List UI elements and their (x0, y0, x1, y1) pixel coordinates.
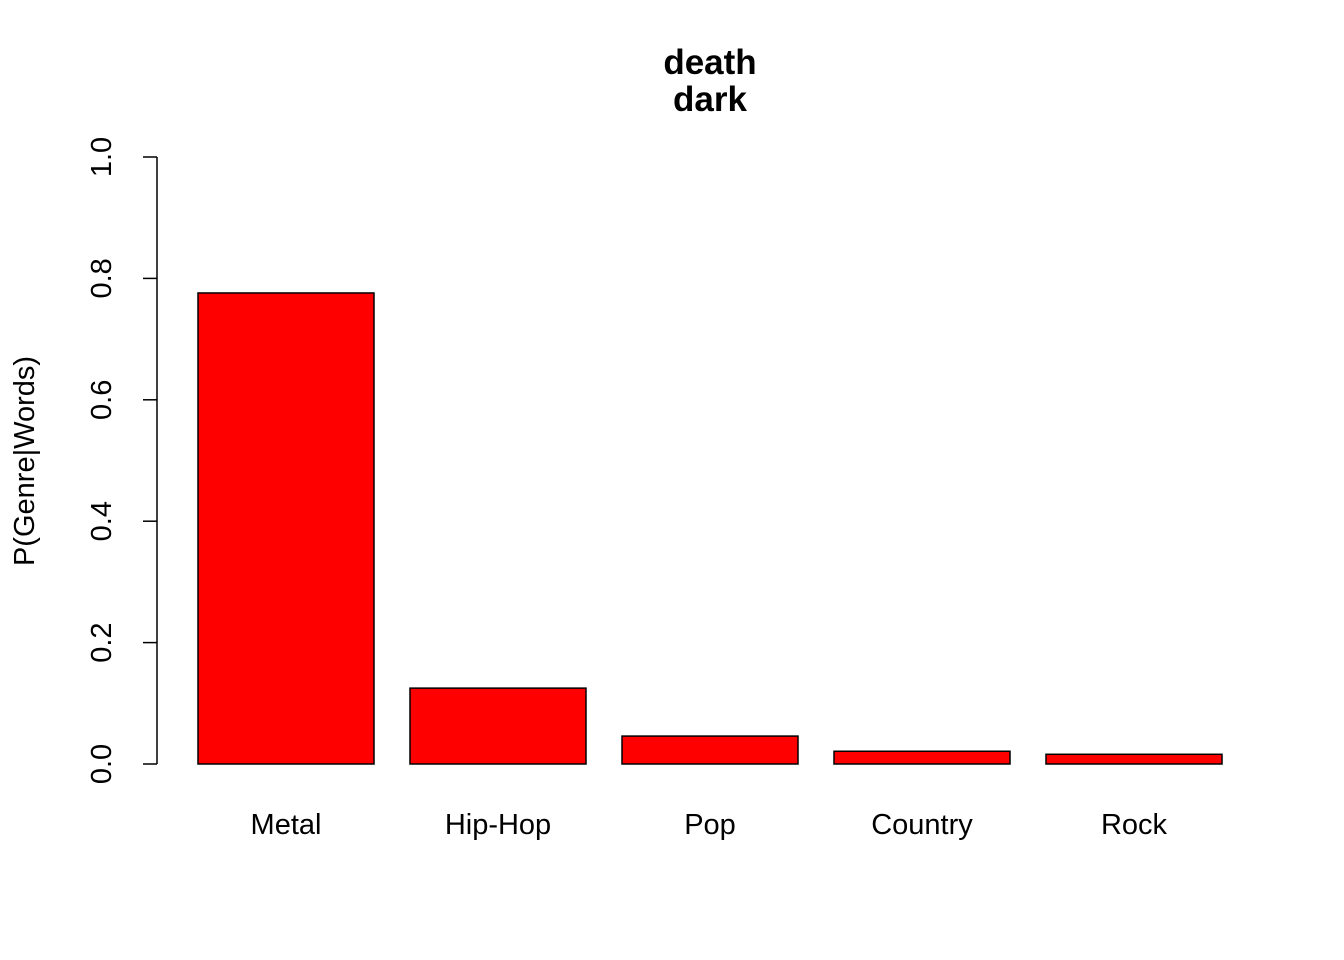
x-tick-label: Metal (251, 809, 322, 841)
y-axis-label: P(Genre|Words) (9, 356, 41, 566)
bar-country (833, 750, 1011, 765)
y-tick-label: 0.0 (86, 744, 118, 784)
x-tick-label: Hip-Hop (445, 809, 551, 841)
chart-title-line-1: death (663, 43, 756, 82)
bar-hip-hop (409, 687, 587, 765)
bars (197, 292, 1223, 765)
y-tick-label: 0.4 (86, 501, 118, 541)
x-tick-label: Country (871, 809, 973, 841)
bar-rock (1045, 753, 1223, 765)
y-tick-label: 0.6 (86, 380, 118, 420)
y-tick-label: 0.8 (86, 258, 118, 298)
x-axis-labels: Metal Hip-Hop Pop Country Rock (251, 809, 1168, 841)
chart-title-line-2: dark (673, 80, 747, 119)
y-tick-label: 0.2 (86, 622, 118, 662)
y-axis: 0.0 0.2 0.4 0.6 0.8 1.0 (86, 137, 158, 784)
chart-title: death dark (663, 43, 756, 119)
bar-metal (197, 292, 375, 765)
y-tick-label: 1.0 (86, 137, 118, 177)
x-tick-label: Pop (684, 809, 736, 841)
x-tick-label: Rock (1101, 809, 1168, 841)
bar-pop (621, 735, 799, 765)
